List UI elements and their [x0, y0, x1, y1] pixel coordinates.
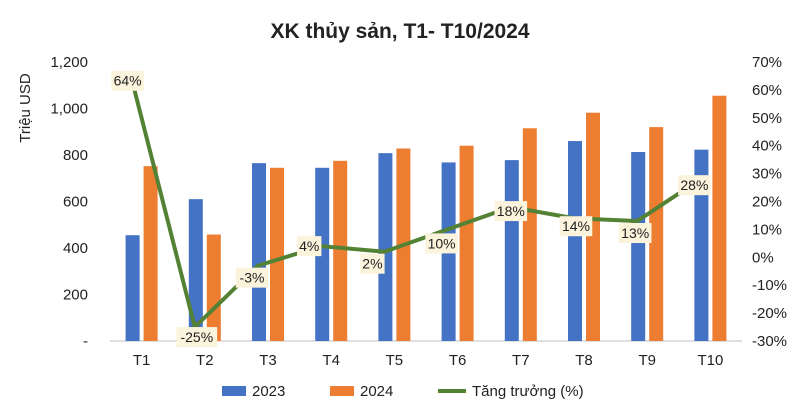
data-label: 64%: [114, 73, 142, 89]
legend: 2023 2024 Tăng trưởng (%): [222, 383, 584, 400]
y2-tick-label: -30%: [752, 333, 787, 350]
bar-2024: [712, 95, 727, 342]
y2-tick-label: 60%: [752, 82, 782, 99]
data-labels: 64% -25% -3% 4% 2% 10% 18% 14% 13% 28%: [111, 70, 711, 348]
data-label-box: [111, 70, 144, 91]
bar-2024: [522, 128, 537, 341]
y2-tick-label: 50%: [752, 110, 782, 127]
x-tick-label: T8: [575, 352, 593, 369]
y-tick-label: -: [83, 333, 88, 350]
bar-2024: [206, 234, 221, 341]
y-tick-label: 200: [63, 287, 88, 304]
chart-title: XK thủy sản, T1- T10/2024: [270, 20, 529, 43]
y2-tick-label: -10%: [752, 277, 787, 294]
bar-2024: [649, 127, 664, 341]
data-label: -3%: [240, 270, 265, 286]
y2-tick-label: 0%: [752, 249, 774, 266]
data-label: 28%: [680, 177, 708, 193]
data-label: -25%: [180, 329, 213, 345]
bar-2024: [143, 166, 158, 341]
data-label: 10%: [428, 235, 456, 251]
axes: - 200 400 600 800 1,000 1,200 -30% -20% -10% 0% 10%…: [50, 54, 787, 369]
data-label-box: [678, 175, 711, 196]
bar-2023: [504, 160, 519, 341]
legend-label-2023: 2023: [252, 383, 285, 400]
x-tick-label: T5: [386, 352, 404, 369]
bar-2023: [188, 199, 203, 341]
y-axis-label: Triệu USD: [17, 73, 34, 143]
data-label-box: [235, 267, 269, 288]
x-tick-label: T9: [638, 352, 656, 369]
y2-tick-label: 10%: [752, 221, 782, 238]
bar-2023: [631, 151, 646, 341]
data-label: 13%: [621, 225, 649, 241]
x-tick-label: T3: [259, 352, 277, 369]
bars: [125, 95, 727, 342]
y2-tick-label: 40%: [752, 138, 782, 155]
legend-swatch-2024: [330, 386, 354, 396]
bar-2023: [378, 153, 393, 341]
bar-2023: [694, 149, 709, 341]
x-tick-label: T10: [697, 352, 723, 369]
x-tick-label: T7: [512, 352, 530, 369]
bar-2023: [315, 167, 330, 341]
data-label-box: [494, 201, 528, 222]
data-label: 4%: [299, 238, 319, 254]
x-tick-label: T2: [196, 352, 214, 369]
y2-tick-label: 30%: [752, 166, 782, 183]
data-label-box: [360, 253, 385, 274]
data-label: 2%: [362, 256, 382, 272]
growth-line: [129, 78, 702, 330]
legend-label-growth: Tăng trưởng (%): [472, 383, 584, 400]
data-label-box: [176, 327, 218, 348]
growth-line-path: [129, 78, 702, 330]
data-label-box: [297, 236, 322, 257]
bar-2023: [125, 235, 140, 341]
bar-2024: [459, 145, 474, 341]
y-tick-label: 1,000: [50, 101, 88, 118]
y-tick-label: 1,200: [50, 54, 88, 71]
data-label: 14%: [562, 218, 590, 234]
y2-tick-label: 20%: [752, 194, 782, 211]
y-tick-label: 800: [63, 147, 88, 164]
data-label-box: [559, 216, 593, 237]
y2-tick-label: 70%: [752, 54, 782, 71]
legend-swatch-2023: [222, 386, 246, 396]
data-label-box: [618, 223, 652, 244]
data-label: 18%: [497, 203, 525, 219]
y-tick-label: 400: [63, 240, 88, 257]
data-label-box: [425, 233, 458, 254]
x-tick-label: T4: [322, 352, 340, 369]
bar-2024: [333, 160, 348, 341]
y2-tick-label: -20%: [752, 305, 787, 322]
bar-2023: [252, 163, 266, 341]
y-tick-label: 600: [63, 194, 88, 211]
bar-2024: [270, 167, 284, 341]
legend-label-2024: 2024: [360, 383, 393, 400]
bar-2024: [586, 112, 600, 341]
x-tick-label: T6: [449, 352, 467, 369]
x-tick-label: T1: [133, 352, 151, 369]
bar-2023: [568, 141, 582, 341]
